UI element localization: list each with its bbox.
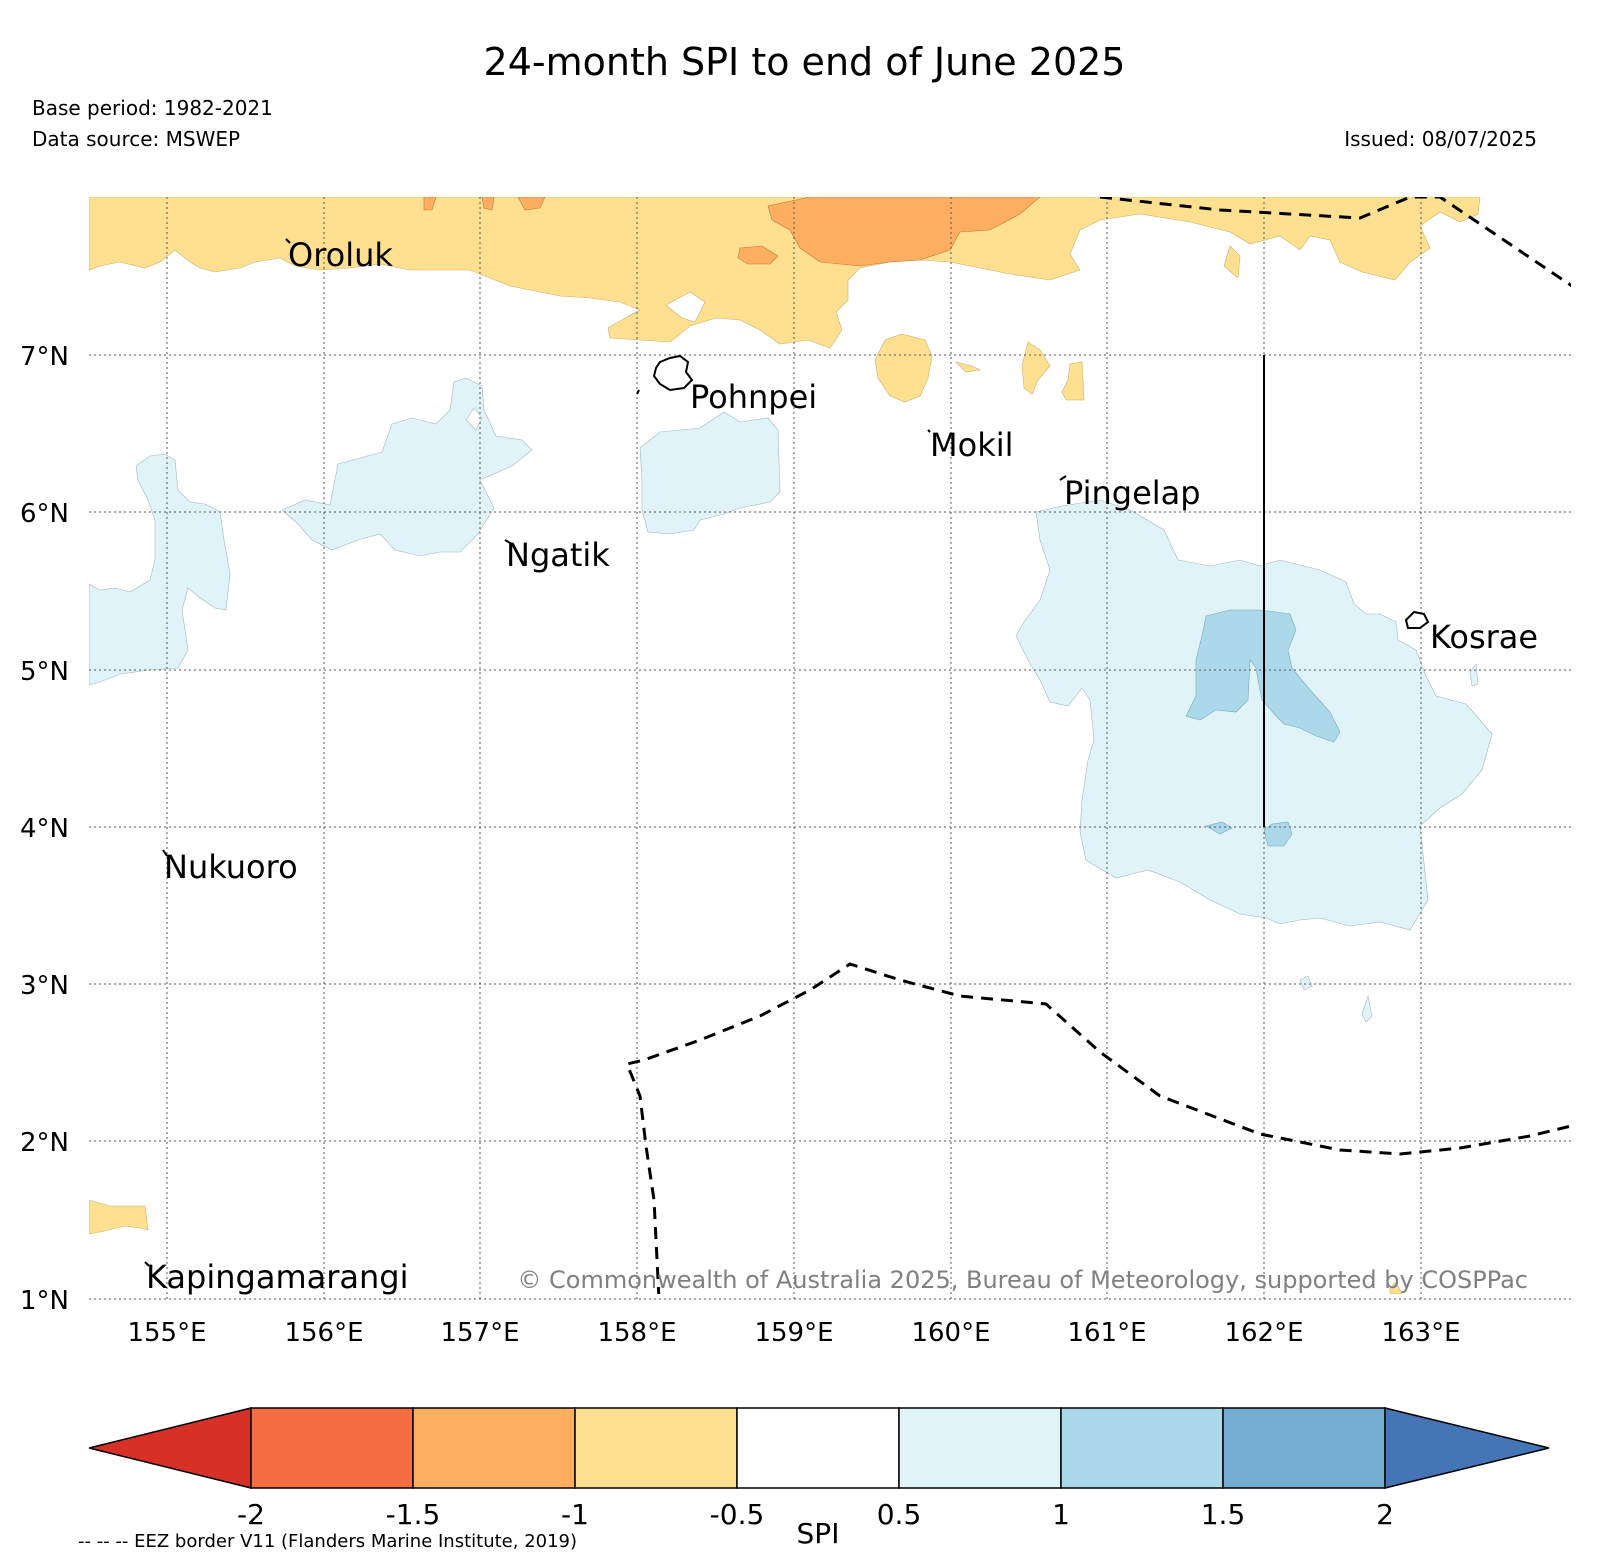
spi-wetter-patch-2: [1263, 821, 1293, 847]
colorbar-segment: [898, 1407, 1062, 1489]
place-label-ngatik: Ngatik: [506, 536, 610, 574]
colorbar-tick-label: 1: [1052, 1498, 1070, 1531]
colorbar-segment: [1222, 1407, 1386, 1489]
place-label-pingelap: Pingelap: [1064, 474, 1201, 512]
lon-label: 156°E: [284, 1318, 363, 1348]
spi-wet-east: [1015, 499, 1493, 931]
lon-label: 162°E: [1224, 1318, 1303, 1348]
lat-label: 3°N: [20, 971, 69, 1001]
lat-label: 7°N: [20, 342, 69, 372]
spi-wetter-patch-3: [1205, 821, 1233, 835]
colorbar-label: SPI: [797, 1517, 840, 1550]
place-label-pohnpei: Pohnpei: [690, 378, 817, 416]
colorbar-segment: [1060, 1407, 1224, 1489]
lon-label: 160°E: [911, 1318, 990, 1348]
graticule: [89, 197, 1571, 1300]
longitude-labels: 155°E 156°E 157°E 158°E 159°E 160°E 161°…: [127, 1318, 1460, 1348]
spi-dry-south-speck: [1389, 1281, 1403, 1294]
spi-wet-hole: [465, 407, 483, 431]
colorbar-extend-high: [1384, 1407, 1550, 1489]
lon-label: 163°E: [1381, 1318, 1460, 1348]
eez-border: [624, 197, 1571, 1294]
spi-drier-patch-4: [481, 197, 495, 211]
colorbar-tick-label: -1.5: [386, 1498, 441, 1531]
place-label-oroluk: Oroluk: [288, 236, 393, 274]
spi-neutral-hole: [665, 291, 706, 323]
colorbar-tick-label: -0.5: [710, 1498, 765, 1531]
spi-dry-island-1: [874, 333, 933, 403]
pohnpei-island-outline: [652, 354, 694, 392]
place-label-mokil: Mokil: [930, 426, 1014, 464]
spi-drier-patch-3: [517, 197, 546, 211]
colorbar-extend-low: [88, 1407, 252, 1489]
spi-dry-island-3: [1061, 361, 1085, 401]
base-period: Base period: 1982-2021: [32, 96, 273, 120]
map-title: 24-month SPI to end of June 2025: [483, 40, 1126, 84]
lon-label: 159°E: [754, 1318, 833, 1348]
latitude-labels: 7°N 6°N 5°N 4°N 3°N 2°N 1°N: [20, 342, 69, 1316]
lat-label: 5°N: [20, 657, 69, 687]
lat-label: 6°N: [20, 499, 69, 529]
colorbar-segment: [412, 1407, 576, 1489]
spi-dry-south-west: [89, 1199, 149, 1235]
spi-drier-patch-2: [737, 245, 779, 265]
colorbar-tick-label: -1: [561, 1498, 589, 1531]
colorbar-tick-label: 2: [1376, 1498, 1394, 1531]
spi-dry-band: [89, 197, 1481, 349]
spi-wet-pohnpei-south: [639, 411, 781, 535]
atoll-markers: [144, 238, 1067, 1267]
lon-label: 161°E: [1067, 1318, 1146, 1348]
colorbar-tick-label: 0.5: [877, 1498, 922, 1531]
place-labels: Oroluk Pohnpei Mokil Pingelap Ngatik Kos…: [146, 236, 1538, 1296]
spi-wet-speck-1: [1469, 663, 1479, 687]
spi-dry-island-5: [1223, 245, 1241, 279]
spi-dry-island-4: [955, 361, 981, 373]
spi-wet-speck-2: [1299, 975, 1313, 991]
copyright-notice: © Commonwealth of Australia 2025, Bureau…: [517, 1266, 1528, 1294]
colorbar-tick-label: 1.5: [1201, 1498, 1246, 1531]
place-label-nukuoro: Nukuoro: [164, 848, 298, 886]
colorbar-segment: [736, 1407, 900, 1489]
spi-wet-speck-3: [1361, 994, 1373, 1023]
lat-label: 4°N: [20, 814, 69, 844]
eez-legend-note: -- -- -- EEZ border V11 (Flanders Marine…: [78, 1531, 577, 1552]
spi-colorbar: [88, 1407, 1550, 1489]
spi-drier-patch-5: [423, 197, 437, 211]
place-label-kapingamarangi: Kapingamarangi: [146, 1258, 408, 1296]
issued-date: Issued: 08/07/2025: [1344, 127, 1537, 151]
lon-label: 157°E: [440, 1318, 519, 1348]
colorbar-segment: [574, 1407, 738, 1489]
lon-label: 158°E: [597, 1318, 676, 1348]
data-source: Data source: MSWEP: [32, 127, 241, 151]
lat-label: 1°N: [20, 1286, 69, 1316]
lat-label: 2°N: [20, 1128, 69, 1158]
lon-label: 155°E: [127, 1318, 206, 1348]
colorbar-tick-label: -2: [237, 1498, 265, 1531]
place-label-kosrae: Kosrae: [1430, 618, 1538, 656]
colorbar-segment: [250, 1407, 414, 1489]
spi-drier-patch-1: [767, 197, 1041, 267]
colorbar-ticks: -2 -1.5 -1 -0.5 0.5 1 1.5 2: [237, 1498, 1394, 1531]
kosrae-island-outline: [1404, 610, 1430, 629]
